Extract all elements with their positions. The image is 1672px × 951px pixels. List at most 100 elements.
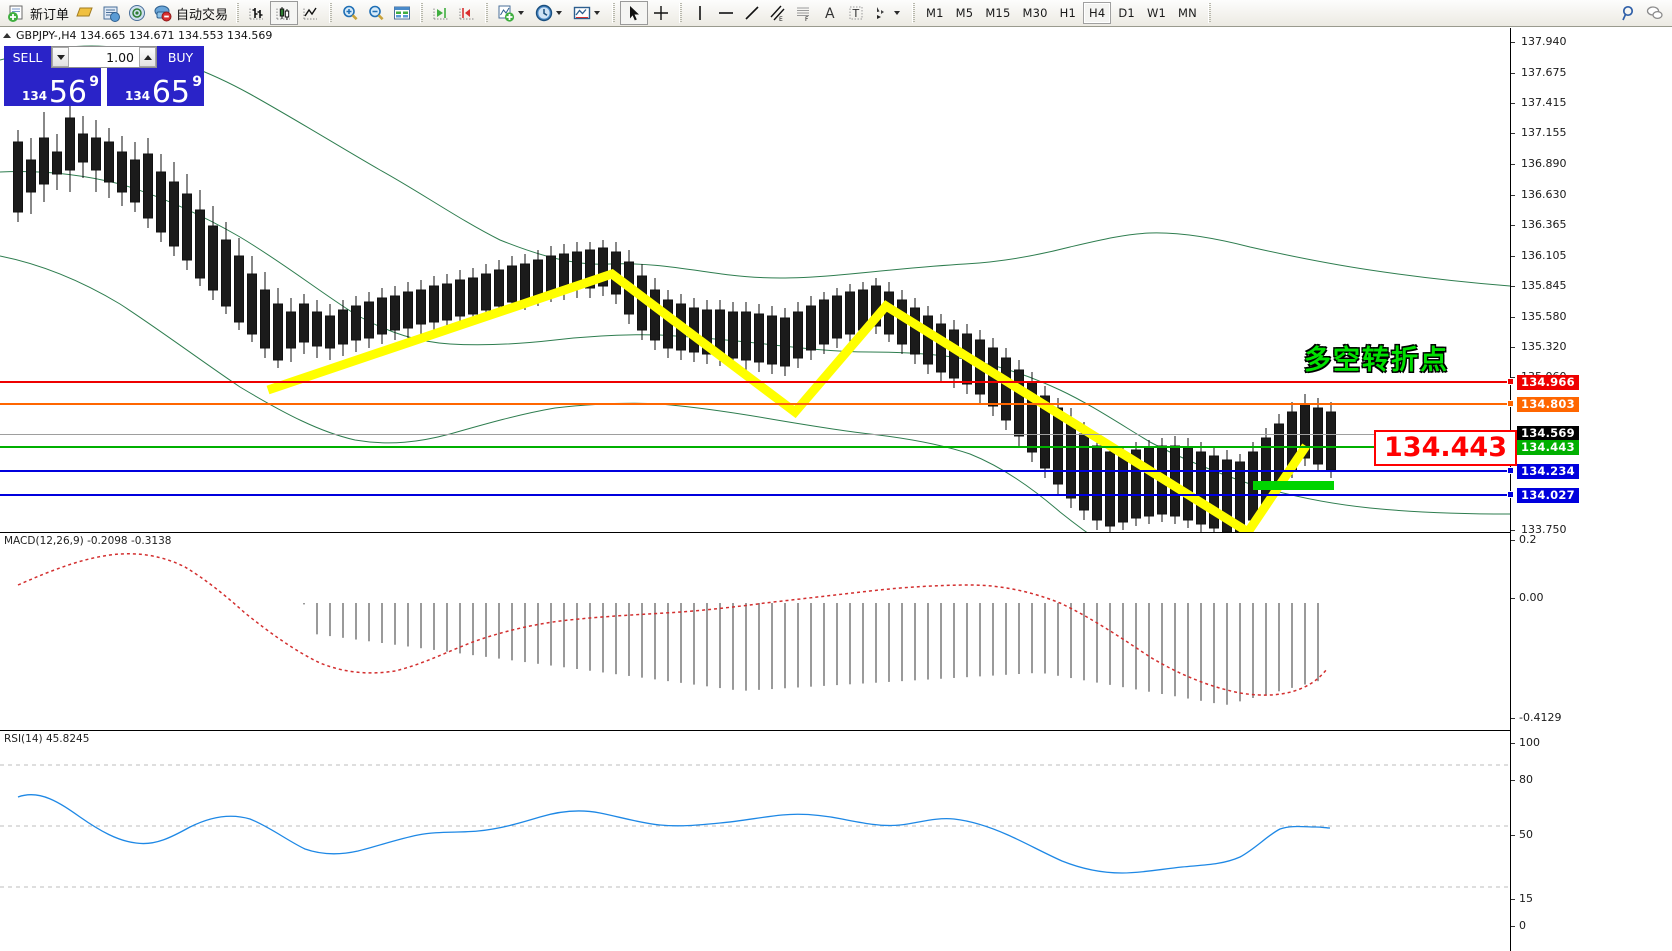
indicators-button[interactable]	[493, 1, 531, 25]
vertical-line-button[interactable]	[687, 1, 713, 25]
candle-body	[351, 305, 361, 341]
rsi-axis-label: 100	[1519, 736, 1540, 749]
candle-body	[754, 313, 764, 363]
level-line-134966	[0, 381, 1510, 383]
toolbar-separator	[329, 3, 333, 23]
price-tag-resistance[interactable]: 134.803	[1517, 397, 1579, 412]
search-button[interactable]	[1616, 1, 1642, 25]
fibonacci-icon: F	[794, 3, 814, 23]
shapes-button[interactable]	[869, 1, 907, 25]
collapse-icon[interactable]	[3, 32, 11, 38]
volume-stepper[interactable]: 1.00	[51, 46, 157, 68]
vline-icon	[690, 3, 710, 23]
sell-price-display[interactable]: 134 56 9	[4, 68, 101, 108]
price-tag-support[interactable]: 134.027	[1517, 488, 1579, 503]
crosshair-button[interactable]	[648, 1, 674, 25]
price-tag-support[interactable]: 134.234	[1517, 464, 1579, 479]
text-label-button[interactable]: T	[843, 1, 869, 25]
terminal-button[interactable]	[98, 1, 124, 25]
candle-body	[1144, 447, 1154, 517]
level-drag-handle[interactable]	[1507, 378, 1514, 385]
zoom-out-button[interactable]	[363, 1, 389, 25]
turning-point-annotation[interactable]: 多空转折点	[1304, 345, 1449, 376]
line-chart-button[interactable]	[298, 1, 324, 25]
timeframe-group: M1 M5 M15 M30 H1 H4 D1 W1 MN	[920, 2, 1203, 24]
volume-increment-button[interactable]	[139, 47, 156, 67]
templates-button[interactable]	[569, 1, 607, 25]
volume-decrement-button[interactable]	[52, 47, 69, 67]
candle-body	[403, 291, 413, 329]
macd-canvas	[17, 552, 1328, 705]
price-axis-tick	[1511, 316, 1515, 318]
level-drag-handle[interactable]	[1507, 400, 1514, 407]
price-axis-label: 135.320	[1521, 340, 1567, 354]
periods-button[interactable]	[531, 1, 569, 25]
horizontal-line-button[interactable]	[713, 1, 739, 25]
candle-body	[767, 315, 777, 365]
candle-body	[65, 117, 75, 171]
octp-price-row: 134 56 9 134 65 9	[4, 68, 204, 108]
chat-button[interactable]	[1642, 1, 1668, 25]
autotrading-button[interactable]: 自动交易	[150, 1, 231, 25]
candle-body	[468, 277, 478, 315]
candle-body	[260, 289, 270, 349]
price-axis-tick	[1511, 225, 1515, 227]
timeframe-mn[interactable]: MN	[1178, 6, 1197, 20]
timeframe-h1[interactable]: H1	[1059, 6, 1076, 20]
volume-input[interactable]: 1.00	[106, 49, 134, 65]
sell-button[interactable]: SELL	[4, 46, 51, 68]
cursor-button[interactable]	[620, 1, 649, 25]
candle-body	[1326, 411, 1336, 471]
toolbar-separator	[912, 3, 916, 23]
macd-pane[interactable]: MACD(12,26,9) -0.2098 -0.3138	[0, 532, 1510, 728]
shift-end-button[interactable]	[428, 1, 454, 25]
price-axis[interactable]: 137.940 137.675 137.415 137.155 136.890 136.6…	[1507, 28, 1672, 951]
rsi-pane[interactable]: RSI(14) 45.8245	[0, 730, 1510, 920]
timeframe-m15[interactable]: M15	[985, 6, 1011, 20]
level-drag-handle[interactable]	[1507, 467, 1514, 474]
bar-chart-button[interactable]	[244, 1, 270, 25]
price-tag-bid[interactable]: 134.569	[1517, 426, 1579, 441]
fibonacci-button[interactable]: F	[791, 1, 817, 25]
trendline-button[interactable]	[739, 1, 765, 25]
timeframe-w1[interactable]: W1	[1146, 6, 1167, 20]
candle-body	[169, 181, 179, 247]
chevron-down-icon[interactable]	[518, 11, 525, 15]
candlestick-chart-button[interactable]	[270, 1, 299, 25]
one-click-trading-panel[interactable]: SELL 1.00 BUY 134 56 9 134 65 9	[4, 46, 204, 108]
candle-body	[390, 295, 400, 331]
data-window-button[interactable]	[389, 1, 415, 25]
zoom-in-button[interactable]	[337, 1, 363, 25]
equidistant-channel-button[interactable]: E	[765, 1, 791, 25]
buy-price-display[interactable]: 134 65 9	[107, 68, 204, 108]
price-tag-take-profit[interactable]: 134.443	[1517, 440, 1579, 455]
zoom-in-icon	[340, 3, 360, 23]
chart-area[interactable]: 多空转折点 134.443 MACD(12,26,9) -0.2098 -0.3…	[0, 42, 1517, 951]
folder-button[interactable]	[72, 1, 98, 25]
price-axis-tick	[1511, 377, 1515, 379]
price-tag-resistance[interactable]: 134.966	[1517, 375, 1579, 390]
macd-histogram	[303, 603, 1319, 705]
shapes-icon	[872, 3, 892, 23]
chevron-down-icon[interactable]	[556, 11, 563, 15]
text-button[interactable]: A	[817, 1, 843, 25]
chevron-down-icon[interactable]	[594, 11, 601, 15]
timeframe-d1[interactable]: D1	[1118, 6, 1135, 20]
candle-body	[182, 193, 192, 261]
timeframe-m30[interactable]: M30	[1022, 6, 1048, 20]
chevron-down-icon[interactable]	[894, 11, 901, 15]
toolbar-separator	[420, 3, 424, 23]
timeframe-m5[interactable]: M5	[955, 6, 974, 20]
buy-button[interactable]: BUY	[157, 46, 204, 68]
price-pane[interactable]: 多空转折点 134.443	[0, 42, 1517, 600]
new-order-button[interactable]: 新订单	[4, 1, 72, 25]
timeframe-h4[interactable]: H4	[1083, 2, 1112, 24]
symbol-ohlc-text: GBPJPY-,H4 134.665 134.671 134.553 134.5…	[16, 28, 273, 42]
price-box-annotation[interactable]: 134.443	[1374, 430, 1517, 466]
timeframe-m1[interactable]: M1	[926, 6, 944, 20]
candle-body	[455, 279, 465, 317]
level-drag-handle[interactable]	[1507, 491, 1514, 498]
auto-scroll-button[interactable]	[454, 1, 480, 25]
signals-button[interactable]	[124, 1, 150, 25]
candle-body	[520, 263, 530, 301]
